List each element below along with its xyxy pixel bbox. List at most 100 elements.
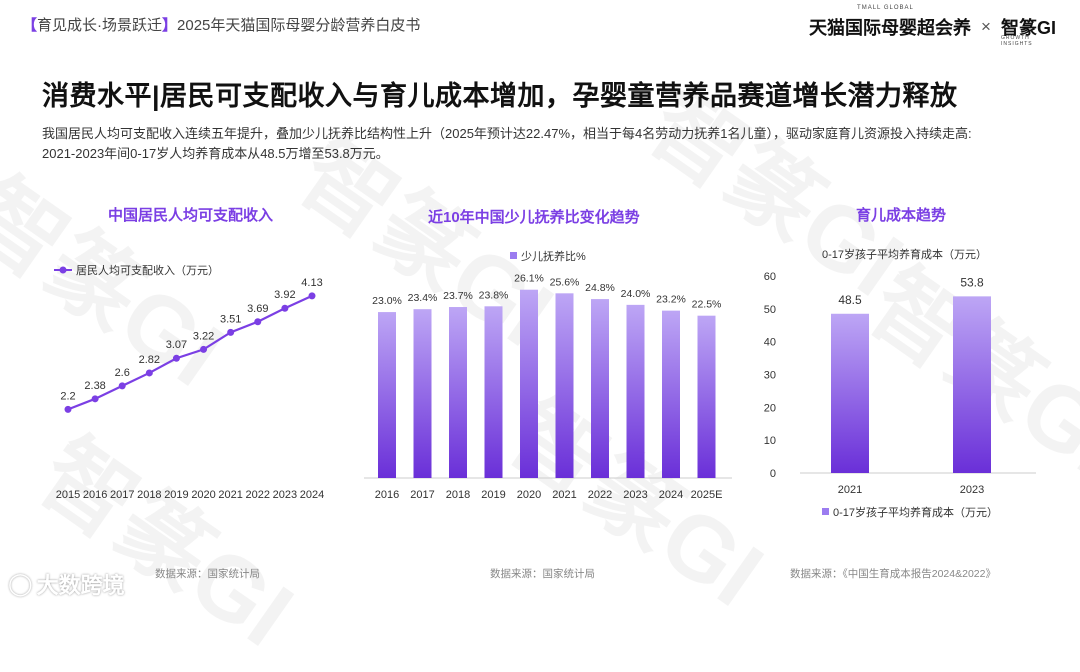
data-point xyxy=(281,304,289,312)
x-tick-label: 2018 xyxy=(446,489,470,501)
bar xyxy=(449,307,467,478)
data-label: 23.2% xyxy=(656,294,686,306)
legend-label: 少儿抚养比% xyxy=(521,249,586,263)
income-chart-title: 中国居民人均可支配收入 xyxy=(108,207,274,224)
x-tick-label: 2019 xyxy=(481,489,505,501)
data-label: 23.8% xyxy=(479,289,509,301)
bar xyxy=(697,315,716,478)
legend-label: 0-17岁孩子平均养育成本（万元） xyxy=(833,505,998,519)
data-label: 48.5 xyxy=(838,293,862,307)
page-description: 我国居民人均可支配收入连续五年提升，叠加少儿抚养比结构性上升（2025年预计达2… xyxy=(42,126,972,161)
data-label: 4.13 xyxy=(301,277,322,289)
dependency-chart-title: 近10年中国少儿抚养比变化趋势 xyxy=(428,209,640,226)
data-point xyxy=(172,354,180,362)
income-series-line xyxy=(67,294,313,411)
y-tick-label: 30 xyxy=(764,370,776,382)
income-line-chart: 居民人均可支配收入（万元） 2.2 2015 2.38 2016 2.6 2017 2.82… xyxy=(54,263,324,501)
data-point xyxy=(145,369,153,377)
times-icon: × xyxy=(981,17,991,36)
legend-label: 居民人均可支配收入（万元） xyxy=(76,263,219,277)
y-tick-label: 50 xyxy=(764,304,776,316)
data-point xyxy=(118,382,126,390)
cost-chart-source: 数据来源：《中国生育成本报告2024&2022》 xyxy=(790,568,996,580)
data-label: 22.5% xyxy=(692,299,722,311)
data-point xyxy=(200,345,208,353)
x-tick-label: 2017 xyxy=(110,489,134,501)
data-point xyxy=(64,405,72,413)
tmall-global-logo: TMALL GLOBAL 天猫国际母婴超会养 xyxy=(809,5,972,38)
legend-swatch xyxy=(510,252,517,259)
report-title: 2025年天猫国际母婴分龄营养白皮书 xyxy=(177,17,421,34)
data-label: 2.82 xyxy=(139,354,160,366)
x-tick-label: 2020 xyxy=(517,489,541,501)
bar xyxy=(953,296,991,473)
data-label: 3.51 xyxy=(220,313,241,325)
dependency-ratio-bar-chart: 少儿抚养比% 23.0% 2016 23.4% 2017 23.7% 2018 23.8% 2… xyxy=(364,249,732,501)
data-label: 2.38 xyxy=(84,380,105,392)
data-label: 2.6 xyxy=(115,367,130,379)
bar xyxy=(555,293,574,478)
data-label: 23.7% xyxy=(443,290,473,302)
x-tick-label: 2021 xyxy=(552,489,576,501)
data-label: 23.4% xyxy=(408,292,438,304)
chart-unit-label: 0-17岁孩子平均养育成本（万元） xyxy=(822,247,987,261)
data-label: 3.22 xyxy=(193,330,214,342)
data-point xyxy=(227,328,235,336)
cost-chart-title: 育儿成本趋势 xyxy=(856,207,947,224)
data-label: 25.6% xyxy=(550,276,580,288)
data-label: 23.0% xyxy=(372,295,402,307)
data-label: 3.69 xyxy=(247,303,268,315)
data-label: 3.92 xyxy=(274,289,295,301)
bar xyxy=(413,309,432,478)
y-tick-label: 60 xyxy=(764,271,776,283)
x-tick-label: 2023 xyxy=(273,489,297,501)
legend-swatch xyxy=(822,508,829,515)
x-tick-label: 2016 xyxy=(375,489,399,501)
data-label: 26.1% xyxy=(514,273,544,285)
x-tick-label: 2020 xyxy=(191,489,215,501)
bar xyxy=(520,289,538,478)
x-tick-label: 2016 xyxy=(83,489,107,501)
parenting-cost-bar-chart: 0-17岁孩子平均养育成本（万元） 0 10 20 30 40 50 60 48.5 2021… xyxy=(764,247,1036,519)
x-tick-label: 2025E xyxy=(691,489,723,501)
data-label: 3.07 xyxy=(166,339,187,351)
legend-dot-marker xyxy=(59,266,67,274)
bar xyxy=(831,313,869,473)
bar xyxy=(662,310,680,478)
x-tick-label: 2021 xyxy=(838,484,862,496)
bar xyxy=(378,312,396,478)
bar xyxy=(626,304,645,478)
x-tick-label: 2022 xyxy=(246,489,270,501)
logo-icon: ◯ xyxy=(8,571,33,596)
x-tick-label: 2019 xyxy=(164,489,188,501)
report-header: 【育见成长·场景跃迁】2025年天猫国际母婴分龄营养白皮书 xyxy=(22,17,421,34)
data-point xyxy=(254,318,262,326)
x-tick-label: 2017 xyxy=(410,489,434,501)
data-label: 53.8 xyxy=(960,275,984,289)
x-tick-label: 2018 xyxy=(137,489,161,501)
y-tick-label: 20 xyxy=(764,402,776,414)
zhizhuan-gi-logo: 智篆GI GROWTH INSIGHTS xyxy=(1000,18,1056,47)
dashuju-logo: ◯ 大数跨境 xyxy=(8,571,125,598)
x-tick-label: 2022 xyxy=(588,489,612,501)
data-point xyxy=(308,292,316,300)
section-tag: 育见成长·场景跃迁 xyxy=(37,17,163,34)
bar xyxy=(484,306,503,478)
data-point xyxy=(91,395,99,403)
data-label: 24.8% xyxy=(585,282,615,294)
y-tick-label: 40 xyxy=(764,337,776,349)
x-tick-label: 2015 xyxy=(56,489,80,501)
y-tick-label: 10 xyxy=(764,435,776,447)
x-tick-label: 2023 xyxy=(960,484,984,496)
income-chart-source: 数据来源：国家统计局 xyxy=(155,568,260,580)
page-title: 消费水平|居民可支配收入与育儿成本增加，孕婴童营养品赛道增长潜力释放 xyxy=(42,81,958,111)
brand-logos: TMALL GLOBAL 天猫国际母婴超会养 × 智篆GI GROWTH INS… xyxy=(809,5,1056,47)
y-tick-label: 0 xyxy=(770,468,776,480)
dependency-chart-source: 数据来源：国家统计局 xyxy=(490,568,595,580)
data-label: 24.0% xyxy=(621,288,651,300)
x-tick-label: 2024 xyxy=(659,489,683,501)
x-tick-label: 2021 xyxy=(218,489,242,501)
data-label: 2.2 xyxy=(60,390,75,402)
x-tick-label: 2023 xyxy=(623,489,647,501)
bar xyxy=(591,299,609,478)
